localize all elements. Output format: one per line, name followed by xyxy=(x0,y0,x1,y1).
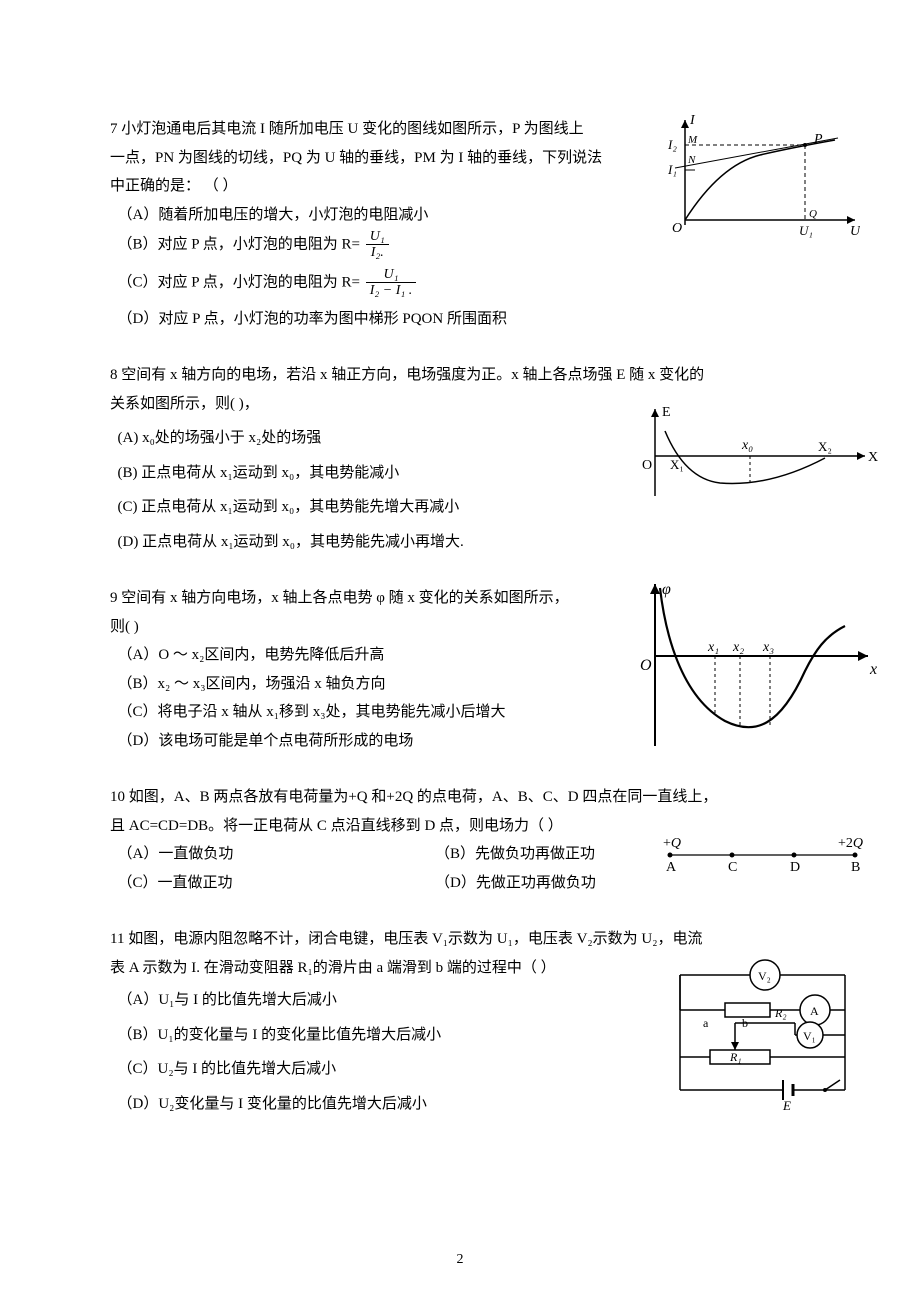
q7-opt-c-frac: U₁ I₂ − I₁ . xyxy=(366,267,417,299)
svg-text:I₂: I₂ xyxy=(667,137,677,152)
svg-text:U₁: U₁ xyxy=(799,223,813,238)
frac-num: U₁ xyxy=(366,267,417,283)
q9-chart: x₁ x₂ x₃ O x φ xyxy=(630,576,880,756)
q10-opt-a: （A）一直做负功 xyxy=(118,840,428,869)
frac-num: U₁ xyxy=(366,229,389,245)
svg-text:x₁: x₁ xyxy=(707,640,719,655)
q8-opt-d: (D) 正点电荷从 x₁运动到 x₀，其电势能先减小再增大. xyxy=(118,528,821,557)
svg-text:O: O xyxy=(642,458,652,473)
svg-text:a: a xyxy=(703,1016,709,1030)
q10-opt-d: （D）先做正功再做负功 xyxy=(435,869,596,898)
q10-diagram: +Q +2Q A C D B xyxy=(660,833,870,878)
q11-circuit: V₂ R₂ A V₁ a b xyxy=(665,955,860,1110)
svg-text:P: P xyxy=(813,132,823,147)
svg-text:b: b xyxy=(742,1016,748,1030)
frac-den: I₂. xyxy=(366,245,389,260)
svg-text:R₂: R₂ xyxy=(774,1006,787,1020)
svg-text:R₁: R₁ xyxy=(729,1050,742,1064)
q8-figure: x₀ X₁ X₂ O X E xyxy=(630,401,880,511)
svg-text:φ: φ xyxy=(662,581,671,598)
q10-opt-b: （B）先做负功再做正功 xyxy=(435,840,595,869)
svg-text:X: X xyxy=(868,450,878,465)
question-8: x₀ X₁ X₂ O X E 8 空间有 x 轴方向的电场，若沿 x 轴正方向，… xyxy=(110,361,820,556)
svg-text:X₂: X₂ xyxy=(818,439,832,454)
q10-figure: +Q +2Q A C D B xyxy=(660,833,870,878)
q7-opt-b-frac: U₁ I₂. xyxy=(366,229,389,261)
question-11: V₂ R₂ A V₁ a b xyxy=(110,925,820,1118)
q9-figure: x₁ x₂ x₃ O x φ xyxy=(630,576,880,756)
q7-opt-d: （D）对应 P 点，小灯泡的功率为图中梯形 PQON 所围面积 xyxy=(118,305,821,334)
svg-text:Q: Q xyxy=(809,208,817,220)
svg-text:x₀: x₀ xyxy=(741,438,753,453)
q7-chart: P M N Q I₂ I₁ U₁ O U I xyxy=(660,110,860,240)
question-9: x₁ x₂ x₃ O x φ 9 空间有 x 轴方向电场，x 轴上各点电势 φ … xyxy=(110,584,820,755)
q8-stem-1: 8 空间有 x 轴方向的电场，若沿 x 轴正方向，电场强度为正。x 轴上各点场强… xyxy=(110,361,820,390)
q7-opt-c-text: （C）对应 P 点，小灯泡的电阻为 R= xyxy=(118,274,364,290)
svg-text:O: O xyxy=(640,657,652,674)
question-7: P M N Q I₂ I₁ U₁ O U I 7 小灯泡通电后其电流 I 随所加… xyxy=(110,115,820,333)
svg-text:M: M xyxy=(687,134,698,146)
question-10: +Q +2Q A C D B 10 如图，A、B 两点各放有电荷量为+Q 和+2… xyxy=(110,783,820,897)
svg-text:B: B xyxy=(851,860,860,875)
q7-figure: P M N Q I₂ I₁ U₁ O U I xyxy=(660,110,860,240)
q10-stem-1: 10 如图，A、B 两点各放有电荷量为+Q 和+2Q 的点电荷，A、B、C、D … xyxy=(110,783,820,812)
svg-text:I: I xyxy=(689,113,696,128)
q8-chart: x₀ X₁ X₂ O X E xyxy=(630,401,880,511)
page-number: 2 xyxy=(457,1247,464,1274)
svg-text:A: A xyxy=(666,860,677,875)
svg-text:E: E xyxy=(782,1098,791,1110)
svg-text:C: C xyxy=(728,860,737,875)
svg-text:x₃: x₃ xyxy=(762,640,774,655)
svg-text:I₁: I₁ xyxy=(667,162,677,177)
svg-text:D: D xyxy=(790,860,800,875)
svg-text:O: O xyxy=(672,221,682,236)
svg-text:A: A xyxy=(810,1004,819,1018)
svg-text:N: N xyxy=(687,154,696,166)
q10-opt-c: （C）一直做正功 xyxy=(118,869,428,898)
svg-text:+Q: +Q xyxy=(663,836,681,851)
q7-opt-b-text: （B）对应 P 点，小灯泡的电阻为 R= xyxy=(118,236,364,252)
svg-text:V₁: V₁ xyxy=(803,1029,816,1043)
q7-opt-c: （C）对应 P 点，小灯泡的电阻为 R= U₁ I₂ − I₁ . xyxy=(118,267,821,299)
svg-text:x₂: x₂ xyxy=(732,640,744,655)
svg-text:U: U xyxy=(850,224,860,239)
q11-stem-1: 11 如图，电源内阻忽略不计，闭合电键，电压表 V₁示数为 U₁，电压表 V₂示… xyxy=(110,925,820,954)
svg-text:X₁: X₁ xyxy=(670,457,684,472)
svg-text:+2Q: +2Q xyxy=(838,836,863,851)
page: P M N Q I₂ I₁ U₁ O U I 7 小灯泡通电后其电流 I 随所加… xyxy=(0,0,920,1302)
svg-text:E: E xyxy=(662,405,671,420)
q11-figure: V₂ R₂ A V₁ a b xyxy=(665,955,860,1110)
svg-text:V₂: V₂ xyxy=(758,969,771,983)
svg-text:x: x xyxy=(869,661,877,678)
frac-den: I₂ − I₁ . xyxy=(366,283,417,298)
